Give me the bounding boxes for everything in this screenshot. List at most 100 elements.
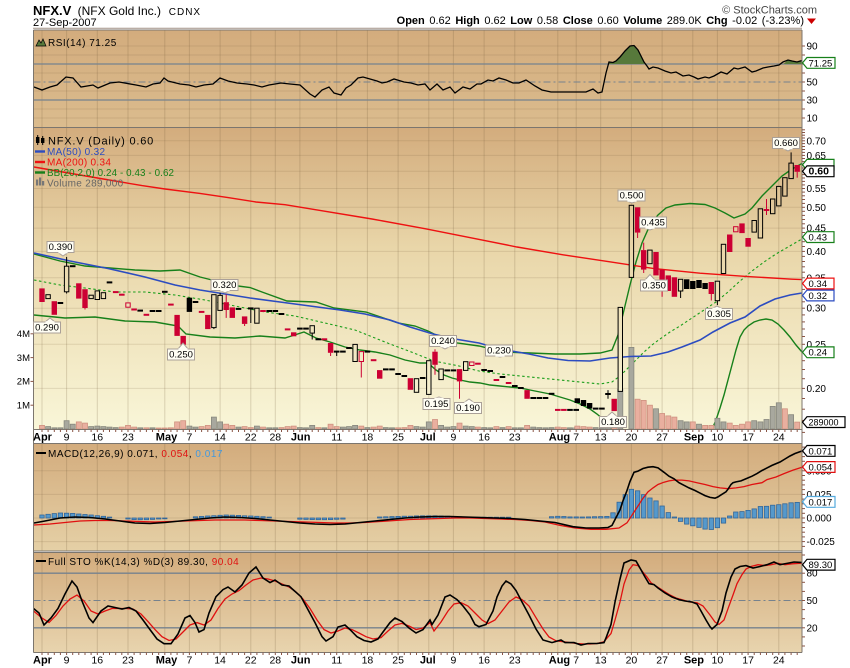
svg-text:7: 7: [573, 655, 579, 667]
svg-text:14: 14: [214, 432, 226, 444]
svg-text:23: 23: [122, 655, 134, 667]
svg-text:MACD(12,26,9) 0.071, 0.054, 0.: MACD(12,26,9) 0.071, 0.054, 0.017: [48, 449, 223, 460]
svg-text:0.230: 0.230: [487, 346, 511, 357]
svg-text:Aug: Aug: [549, 432, 570, 444]
svg-text:50: 50: [807, 596, 819, 607]
svg-text:MA(200) 0.34: MA(200) 0.34: [47, 158, 111, 169]
svg-text:71.25: 71.25: [809, 58, 833, 69]
svg-text:0.305: 0.305: [707, 309, 731, 320]
svg-text:0.65: 0.65: [807, 151, 827, 162]
svg-text:27: 27: [656, 655, 668, 667]
svg-text:9: 9: [450, 655, 456, 667]
svg-text:27: 27: [656, 432, 668, 444]
svg-text:89.30: 89.30: [809, 560, 833, 571]
svg-text:0.20: 0.20: [807, 384, 827, 395]
svg-text:Full STO %K(14,3) %D(3) 89.30,: Full STO %K(14,3) %D(3) 89.30, 90.04: [48, 557, 239, 568]
svg-text:18: 18: [362, 655, 374, 667]
svg-text:24: 24: [773, 432, 785, 444]
svg-text:50: 50: [807, 78, 819, 89]
svg-text:© StockCharts.com: © StockCharts.com: [722, 5, 817, 17]
svg-text:11: 11: [331, 432, 342, 444]
svg-text:0.45: 0.45: [807, 224, 827, 235]
svg-text:0.350: 0.350: [642, 281, 666, 292]
svg-text:NFX.V (Daily) 0.60: NFX.V (Daily) 0.60: [48, 136, 154, 148]
svg-text:16: 16: [91, 432, 103, 444]
svg-text:Jul: Jul: [420, 432, 436, 444]
svg-text:16: 16: [478, 655, 490, 667]
svg-text:0.34: 0.34: [809, 279, 828, 290]
svg-text:Sep: Sep: [684, 432, 704, 444]
svg-text:0.000: 0.000: [807, 514, 832, 525]
svg-text:23: 23: [509, 655, 521, 667]
svg-text:4M: 4M: [17, 329, 30, 340]
svg-text:10: 10: [712, 432, 724, 444]
svg-text:28: 28: [269, 655, 281, 667]
svg-text:May: May: [156, 432, 178, 444]
svg-text:0.70: 0.70: [807, 136, 827, 147]
svg-text:0.55: 0.55: [807, 184, 827, 195]
svg-text:9: 9: [64, 655, 70, 667]
svg-text:7: 7: [186, 655, 192, 667]
svg-text:289000: 289000: [809, 418, 839, 428]
svg-text:25: 25: [392, 432, 404, 444]
svg-text:9: 9: [64, 432, 70, 444]
svg-text:17: 17: [742, 432, 754, 444]
svg-text:0.017: 0.017: [809, 497, 833, 508]
svg-text:20: 20: [807, 623, 819, 634]
svg-text:16: 16: [91, 655, 103, 667]
svg-text:0.660: 0.660: [774, 138, 798, 149]
svg-text:Jul: Jul: [420, 655, 436, 667]
svg-text:0.30: 0.30: [807, 304, 827, 315]
svg-text:0.195: 0.195: [425, 399, 449, 410]
svg-text:0.180: 0.180: [601, 417, 625, 428]
svg-text:0.320: 0.320: [213, 280, 237, 291]
svg-text:30: 30: [807, 96, 819, 107]
svg-text:Apr: Apr: [33, 655, 53, 667]
svg-text:1M: 1M: [17, 400, 30, 411]
svg-text:NFX.V (NFX Gold Inc.) CDNX: NFX.V (NFX Gold Inc.) CDNX: [33, 3, 201, 18]
svg-text:0.025: 0.025: [807, 490, 832, 501]
svg-text:20: 20: [626, 432, 638, 444]
svg-text:0.390: 0.390: [49, 242, 73, 253]
svg-text:0.43: 0.43: [809, 232, 828, 243]
svg-text:0.290: 0.290: [35, 323, 59, 334]
svg-text:18: 18: [362, 432, 374, 444]
svg-text:0.25: 0.25: [807, 340, 827, 351]
svg-text:7: 7: [573, 432, 579, 444]
svg-text:13: 13: [595, 655, 607, 667]
svg-text:0.32: 0.32: [809, 291, 828, 302]
svg-text:0.60: 0.60: [809, 166, 830, 178]
svg-text:2M: 2M: [17, 377, 30, 388]
svg-text:24: 24: [773, 655, 785, 667]
svg-text:9: 9: [450, 432, 456, 444]
svg-text:0.240: 0.240: [431, 336, 455, 347]
svg-text:0.24: 0.24: [809, 348, 828, 359]
svg-text:22: 22: [245, 655, 257, 667]
svg-text:0.054: 0.054: [809, 462, 833, 473]
svg-text:0.071: 0.071: [809, 446, 833, 457]
svg-text:0.50: 0.50: [807, 203, 827, 214]
svg-text:90: 90: [807, 42, 819, 53]
svg-text:0.190: 0.190: [456, 403, 480, 414]
svg-text:13: 13: [595, 432, 607, 444]
svg-text:Aug: Aug: [549, 655, 570, 667]
svg-text:0.500: 0.500: [620, 191, 644, 202]
svg-text:0.435: 0.435: [641, 218, 665, 229]
svg-text:Jun: Jun: [291, 655, 311, 667]
svg-text:RSI(14) 71.25: RSI(14) 71.25: [48, 38, 117, 49]
svg-text:Jun: Jun: [291, 432, 311, 444]
svg-text:27-Sep-2007: 27-Sep-2007: [33, 17, 97, 29]
svg-text:17: 17: [742, 655, 754, 667]
svg-text:10: 10: [712, 655, 724, 667]
svg-text:10: 10: [807, 114, 819, 125]
svg-text:16: 16: [478, 432, 490, 444]
svg-text:Sep: Sep: [684, 655, 704, 667]
svg-text:11: 11: [331, 655, 342, 667]
svg-text:-0.025: -0.025: [807, 537, 836, 548]
svg-text:20: 20: [626, 655, 638, 667]
svg-text:Volume 289,000: Volume 289,000: [47, 179, 124, 190]
svg-text:7: 7: [186, 432, 192, 444]
svg-text:25: 25: [392, 655, 404, 667]
svg-text:0.250: 0.250: [169, 350, 193, 361]
svg-text:Apr: Apr: [33, 432, 53, 444]
